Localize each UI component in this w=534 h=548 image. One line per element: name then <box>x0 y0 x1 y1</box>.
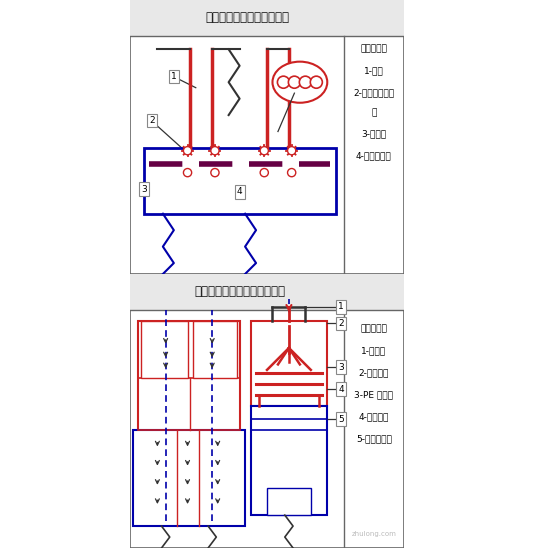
Text: 母线进出配电笱柜的连接方法: 母线进出配电笱柜的连接方法 <box>194 286 285 298</box>
Text: 4: 4 <box>338 385 344 393</box>
Circle shape <box>211 169 219 176</box>
Text: 2-六角螺栓: 2-六角螺栓 <box>359 368 389 377</box>
Text: 符号说明：: 符号说明： <box>360 324 387 333</box>
Text: 2: 2 <box>338 319 344 328</box>
Text: 3-PE 母线排: 3-PE 母线排 <box>355 390 394 399</box>
Text: zhulong.com: zhulong.com <box>351 532 396 537</box>
Circle shape <box>184 169 192 176</box>
Bar <box>133 430 245 526</box>
Text: 2: 2 <box>149 116 155 125</box>
Text: 桥架进出配电柜的连接方法: 桥架进出配电柜的连接方法 <box>206 12 290 24</box>
Bar <box>130 0 404 36</box>
Bar <box>193 321 237 378</box>
Text: 2-螺母螺栓弹平: 2-螺母螺栓弹平 <box>354 89 395 98</box>
Circle shape <box>260 146 269 155</box>
Text: 垫: 垫 <box>371 108 376 117</box>
Circle shape <box>287 169 296 176</box>
Text: 5-低压配电柜: 5-低压配电柜 <box>356 434 392 443</box>
Bar <box>138 321 240 521</box>
Circle shape <box>287 146 296 155</box>
Text: 4-相线母排: 4-相线母排 <box>359 412 389 421</box>
Text: 1: 1 <box>171 72 177 81</box>
Ellipse shape <box>272 61 327 103</box>
Text: 5: 5 <box>338 415 344 424</box>
Text: 4: 4 <box>237 187 242 196</box>
Circle shape <box>184 146 192 155</box>
Text: 1: 1 <box>338 302 344 311</box>
Text: 符号说明：: 符号说明： <box>360 45 387 54</box>
Circle shape <box>300 76 311 88</box>
Text: 3-配电柜: 3-配电柜 <box>362 130 387 139</box>
Text: 4-锁母、根母: 4-锁母、根母 <box>356 152 392 161</box>
Text: 1-进线筱: 1-进线筱 <box>362 346 387 355</box>
Text: 3: 3 <box>141 185 146 193</box>
Circle shape <box>277 76 289 88</box>
Circle shape <box>310 76 323 88</box>
Text: 3: 3 <box>338 363 344 372</box>
Text: 1-桥架: 1-桥架 <box>364 67 384 76</box>
Bar <box>130 274 404 310</box>
Circle shape <box>211 146 219 155</box>
Circle shape <box>260 169 269 176</box>
Bar <box>144 148 335 214</box>
Bar <box>250 321 327 406</box>
Circle shape <box>288 76 301 88</box>
Bar <box>141 321 187 378</box>
Bar <box>267 488 311 515</box>
Bar <box>250 406 327 515</box>
